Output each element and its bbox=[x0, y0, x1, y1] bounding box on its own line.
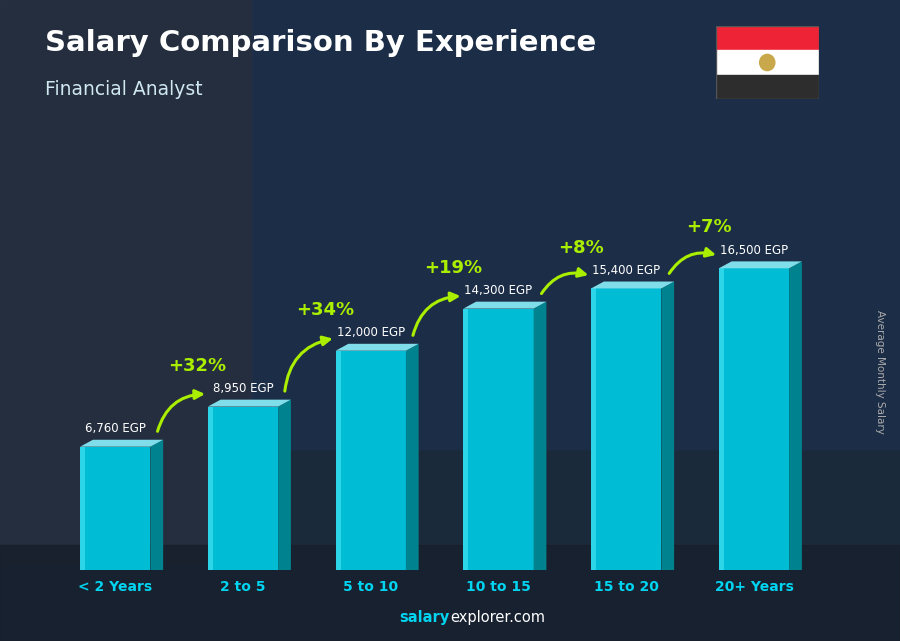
Text: Financial Analyst: Financial Analyst bbox=[45, 80, 202, 99]
Text: Average Monthly Salary: Average Monthly Salary bbox=[875, 310, 886, 434]
Polygon shape bbox=[719, 269, 724, 570]
Polygon shape bbox=[208, 406, 278, 570]
Polygon shape bbox=[662, 281, 674, 570]
Polygon shape bbox=[464, 308, 534, 570]
Bar bbox=[0, 0, 252, 564]
Polygon shape bbox=[591, 288, 662, 570]
Text: 12,000 EGP: 12,000 EGP bbox=[337, 326, 405, 339]
Polygon shape bbox=[406, 344, 419, 570]
Polygon shape bbox=[719, 262, 802, 269]
Polygon shape bbox=[464, 308, 469, 570]
Text: 14,300 EGP: 14,300 EGP bbox=[464, 284, 533, 297]
Polygon shape bbox=[80, 440, 163, 447]
Text: +34%: +34% bbox=[296, 301, 355, 319]
Bar bbox=[716, 75, 819, 99]
Polygon shape bbox=[80, 447, 150, 570]
Text: 15,400 EGP: 15,400 EGP bbox=[592, 264, 661, 277]
Text: +8%: +8% bbox=[558, 238, 604, 256]
Polygon shape bbox=[591, 281, 674, 288]
Polygon shape bbox=[208, 399, 291, 406]
Text: +19%: +19% bbox=[424, 259, 482, 277]
Bar bbox=[716, 50, 819, 75]
Text: 16,500 EGP: 16,500 EGP bbox=[720, 244, 788, 257]
Text: Salary Comparison By Experience: Salary Comparison By Experience bbox=[45, 29, 596, 57]
Polygon shape bbox=[150, 440, 163, 570]
Text: 8,950 EGP: 8,950 EGP bbox=[212, 382, 274, 395]
Polygon shape bbox=[789, 262, 802, 570]
Polygon shape bbox=[336, 351, 341, 570]
Polygon shape bbox=[719, 269, 789, 570]
Bar bbox=[716, 26, 819, 50]
Bar bbox=[252, 0, 900, 449]
Bar bbox=[0, 545, 900, 641]
Polygon shape bbox=[80, 447, 86, 570]
Polygon shape bbox=[336, 351, 406, 570]
Polygon shape bbox=[534, 302, 546, 570]
Polygon shape bbox=[208, 406, 213, 570]
Polygon shape bbox=[464, 302, 546, 308]
Text: salary: salary bbox=[400, 610, 450, 625]
Polygon shape bbox=[336, 344, 418, 351]
Text: explorer.com: explorer.com bbox=[450, 610, 545, 625]
Polygon shape bbox=[278, 399, 291, 570]
Text: 6,760 EGP: 6,760 EGP bbox=[85, 422, 146, 435]
Text: +7%: +7% bbox=[686, 219, 732, 237]
Circle shape bbox=[760, 54, 775, 71]
Text: +32%: +32% bbox=[168, 356, 227, 374]
Polygon shape bbox=[591, 288, 596, 570]
